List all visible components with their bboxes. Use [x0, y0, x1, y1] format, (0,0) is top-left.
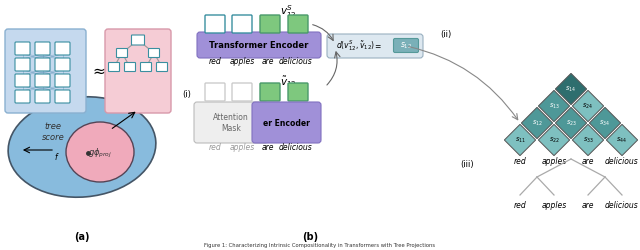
- FancyBboxPatch shape: [288, 15, 308, 33]
- Text: (b): (b): [302, 232, 318, 242]
- Text: er Encoder: er Encoder: [262, 118, 309, 128]
- FancyBboxPatch shape: [55, 58, 70, 71]
- FancyBboxPatch shape: [15, 90, 30, 103]
- Text: $s_{34}$: $s_{34}$: [600, 118, 611, 128]
- Text: $s_{24}$: $s_{24}$: [582, 102, 593, 110]
- Text: delicious: delicious: [605, 200, 639, 209]
- Ellipse shape: [66, 122, 134, 182]
- FancyBboxPatch shape: [15, 58, 30, 71]
- FancyBboxPatch shape: [205, 83, 225, 101]
- FancyBboxPatch shape: [394, 38, 419, 52]
- Text: $s_{22}$: $s_{22}$: [548, 136, 559, 144]
- FancyBboxPatch shape: [35, 42, 50, 55]
- Polygon shape: [556, 107, 587, 139]
- Text: Transformer Encoder: Transformer Encoder: [209, 40, 308, 50]
- Text: (i): (i): [182, 90, 191, 100]
- FancyBboxPatch shape: [125, 62, 136, 72]
- Text: apples: apples: [541, 200, 566, 209]
- FancyBboxPatch shape: [288, 83, 308, 101]
- FancyBboxPatch shape: [194, 102, 268, 143]
- FancyBboxPatch shape: [5, 29, 86, 113]
- Text: Attention
Mask: Attention Mask: [213, 113, 249, 133]
- Text: $v_{12}^{S}$: $v_{12}^{S}$: [280, 4, 296, 20]
- Ellipse shape: [8, 97, 156, 197]
- Text: delicious: delicious: [605, 158, 639, 166]
- FancyBboxPatch shape: [116, 48, 127, 58]
- Text: $d(v_{12}^S, \tilde{v}_{12})$: $d(v_{12}^S, \tilde{v}_{12})$: [337, 38, 376, 54]
- Text: (iii): (iii): [460, 160, 474, 170]
- FancyBboxPatch shape: [260, 15, 280, 33]
- Text: delicious: delicious: [279, 56, 313, 66]
- Text: red: red: [209, 142, 221, 152]
- Text: $g\phi_{proj}$: $g\phi_{proj}$: [88, 146, 112, 160]
- Text: (a): (a): [74, 232, 90, 242]
- FancyBboxPatch shape: [55, 42, 70, 55]
- FancyBboxPatch shape: [35, 58, 50, 71]
- Text: $=$: $=$: [374, 42, 383, 50]
- FancyBboxPatch shape: [197, 32, 321, 58]
- FancyBboxPatch shape: [109, 62, 120, 72]
- Polygon shape: [572, 124, 604, 156]
- Text: $s_{11}$: $s_{11}$: [515, 136, 525, 144]
- Text: apples: apples: [541, 158, 566, 166]
- FancyBboxPatch shape: [260, 83, 280, 101]
- Text: tree
score: tree score: [42, 122, 65, 142]
- Text: are: are: [582, 158, 595, 166]
- FancyBboxPatch shape: [55, 90, 70, 103]
- Text: red: red: [514, 200, 526, 209]
- Polygon shape: [606, 124, 637, 156]
- Text: are: are: [262, 56, 275, 66]
- Text: $s_{23}$: $s_{23}$: [566, 118, 577, 128]
- Text: are: are: [262, 142, 275, 152]
- Text: $s_{44}$: $s_{44}$: [616, 136, 628, 144]
- Text: apples: apples: [229, 56, 255, 66]
- Text: $\approx$: $\approx$: [90, 62, 106, 78]
- Text: are: are: [582, 200, 595, 209]
- Text: red: red: [514, 158, 526, 166]
- Text: red: red: [209, 56, 221, 66]
- Text: Figure 1: Characterizing Intrinsic Compositionality in Transformers with Tree Pr: Figure 1: Characterizing Intrinsic Compo…: [204, 242, 436, 248]
- Polygon shape: [589, 107, 621, 139]
- FancyBboxPatch shape: [157, 62, 168, 72]
- FancyBboxPatch shape: [15, 74, 30, 87]
- Text: $s_{14}$: $s_{14}$: [566, 84, 577, 94]
- FancyBboxPatch shape: [131, 35, 145, 45]
- FancyBboxPatch shape: [55, 74, 70, 87]
- Polygon shape: [556, 73, 587, 105]
- Text: delicious: delicious: [279, 142, 313, 152]
- FancyBboxPatch shape: [35, 90, 50, 103]
- FancyBboxPatch shape: [15, 42, 30, 55]
- Polygon shape: [572, 90, 604, 122]
- FancyBboxPatch shape: [232, 83, 252, 101]
- FancyBboxPatch shape: [205, 15, 225, 33]
- FancyBboxPatch shape: [327, 34, 423, 58]
- Text: $s_{12}$: $s_{12}$: [532, 118, 543, 128]
- Text: apples: apples: [229, 142, 255, 152]
- Text: $s_{13}$: $s_{13}$: [548, 102, 559, 110]
- FancyBboxPatch shape: [252, 102, 321, 143]
- FancyBboxPatch shape: [105, 29, 171, 113]
- Polygon shape: [538, 90, 570, 122]
- Text: $\tilde{v}_{12}$: $\tilde{v}_{12}$: [280, 74, 296, 90]
- Polygon shape: [504, 124, 536, 156]
- FancyBboxPatch shape: [35, 74, 50, 87]
- Text: $s_{33}$: $s_{33}$: [582, 136, 593, 144]
- Text: (ii): (ii): [440, 30, 451, 40]
- FancyBboxPatch shape: [141, 62, 152, 72]
- Text: $s_{12}$: $s_{12}$: [400, 40, 412, 51]
- Text: $f$: $f$: [54, 152, 60, 162]
- Polygon shape: [522, 107, 553, 139]
- FancyBboxPatch shape: [232, 15, 252, 33]
- FancyBboxPatch shape: [148, 48, 159, 58]
- Polygon shape: [538, 124, 570, 156]
